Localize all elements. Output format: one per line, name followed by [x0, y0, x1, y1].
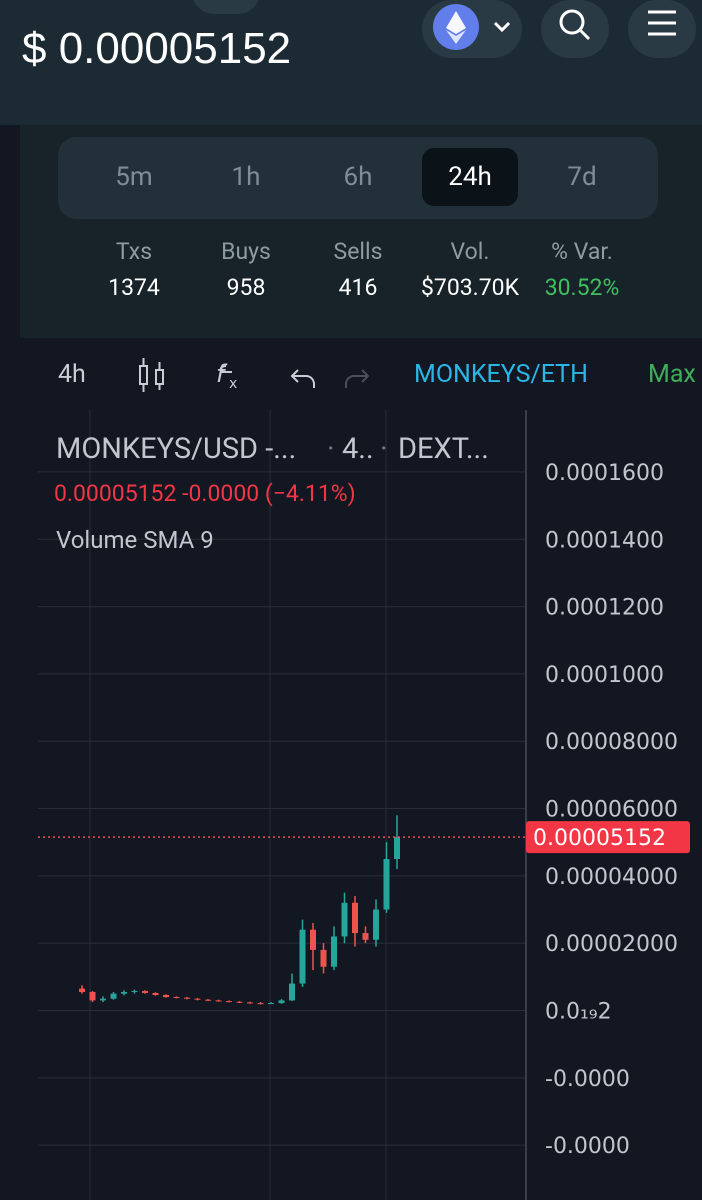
undo-redo[interactable]	[284, 360, 374, 394]
stat-value: 1374	[108, 274, 160, 301]
pair-button[interactable]: MONKEYS/ETH	[414, 360, 588, 389]
candle-body	[352, 902, 358, 934]
candle-body	[289, 983, 295, 1001]
candle-body	[184, 997, 190, 999]
y-tick-label: 0.0001200	[545, 596, 664, 621]
candle-body	[320, 949, 327, 967]
candle-body	[373, 909, 379, 940]
timeframe-tabs	[58, 137, 658, 219]
token-price: $ 0.00005152	[22, 24, 292, 73]
candle-body	[79, 988, 85, 992]
candle-body	[236, 1001, 243, 1003]
candle-body	[89, 991, 96, 1001]
candle-body	[163, 995, 169, 998]
candle-body	[173, 997, 180, 999]
y-tick-label: 0.0001400	[545, 528, 664, 553]
eth-icon	[433, 4, 511, 50]
legend-dot: ·	[380, 432, 388, 466]
legend-indicator: Volume SMA 9	[56, 526, 214, 554]
timeframe-tab[interactable]: 1h	[231, 162, 261, 192]
legend-dot: ·	[327, 432, 335, 466]
legend-values: 0.00005152 -0.0000 (−4.11%)	[54, 480, 356, 507]
stat-value: $703.70K	[420, 274, 520, 301]
last-price-label: 0.00005152	[533, 826, 666, 851]
y-tick-label: 0.00008000	[545, 730, 678, 755]
stat-label: Vol.	[450, 238, 490, 265]
timeframe-tab[interactable]: 7d	[567, 162, 597, 192]
y-tick-label: 0.0001600	[545, 461, 664, 486]
candle-body	[331, 936, 337, 967]
y-tick-label: -0.0000	[545, 1067, 630, 1092]
candle-body	[110, 993, 117, 999]
stat-label: Txs	[115, 238, 153, 265]
timeframe-tab[interactable]: 6h	[343, 162, 373, 192]
menu-button[interactable]	[628, 0, 696, 58]
chart-area	[20, 338, 702, 1200]
candle-body	[131, 990, 138, 992]
y-tick-label: 0.0001000	[545, 663, 664, 688]
candle-body	[100, 998, 106, 1001]
button[interactable]	[192, 0, 260, 14]
candle-body	[226, 1001, 232, 1003]
candle-body	[299, 929, 306, 984]
candle-body	[268, 1003, 274, 1005]
y-tick-label: 0.00002000	[545, 932, 678, 957]
stat-value: 416	[338, 274, 378, 301]
candle-body	[362, 933, 369, 940]
interval-button[interactable]: 4h	[58, 360, 86, 389]
toolbar-icons: f x	[139, 358, 237, 392]
y-tick-label: 0.0₁₉2	[545, 999, 612, 1024]
candle-body	[194, 998, 201, 1000]
legend-last-price: 0.00005152	[54, 480, 177, 507]
stat-label: % Var.	[551, 238, 613, 265]
candle-body	[121, 991, 127, 994]
legend-interval: 4..	[342, 432, 374, 466]
legend-exchange: DEXT...	[398, 432, 489, 466]
timeframe-tab[interactable]: 5m	[115, 162, 153, 192]
stat-label: Buys	[221, 238, 271, 265]
svg-text:x: x	[229, 376, 237, 392]
candle-body	[341, 902, 348, 937]
stat-value: 30.52%	[544, 274, 620, 301]
y-tick-label: 0.00006000	[545, 798, 678, 823]
range-button[interactable]: Max	[648, 360, 696, 389]
candle-body	[257, 1003, 264, 1005]
timeframe-tab[interactable]: 24h	[422, 148, 518, 206]
candle-body	[278, 1000, 285, 1004]
legend-change: -0.0000	[182, 480, 260, 507]
chain-selector[interactable]	[422, 0, 522, 58]
stat-label: Sells	[333, 238, 383, 265]
candle-body	[247, 1002, 253, 1004]
y-tick-label: 0.00004000	[545, 865, 678, 890]
search-button[interactable]	[541, 0, 609, 58]
candle-body	[394, 837, 400, 860]
candle-body	[142, 990, 148, 993]
y-tick-label: -0.0000	[545, 1134, 630, 1159]
legend-symbol: MONKEYS/USD -...	[56, 432, 297, 466]
legend-change-pct: (−4.11%)	[264, 480, 356, 507]
candle-body	[383, 859, 390, 910]
candle-body	[215, 1000, 222, 1002]
stat-value: 958	[226, 274, 266, 301]
candle-body	[205, 999, 211, 1001]
candle-body	[152, 992, 159, 996]
candle-body	[310, 929, 316, 950]
last-price-badge	[526, 821, 690, 854]
